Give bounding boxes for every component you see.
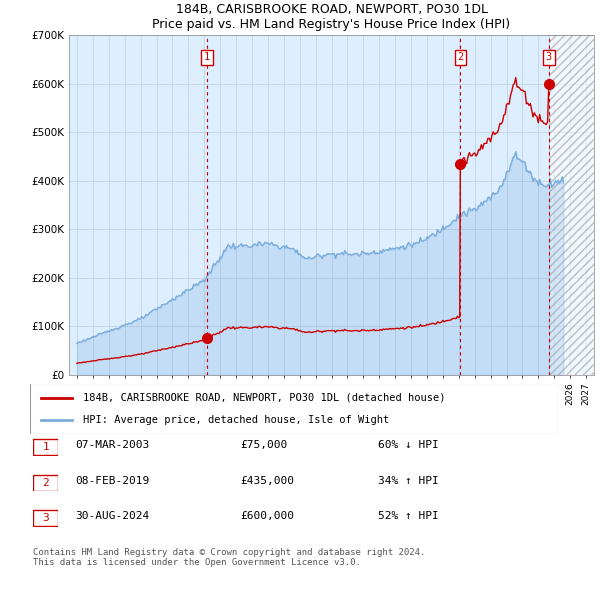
Text: 184B, CARISBROOKE ROAD, NEWPORT, PO30 1DL (detached house): 184B, CARISBROOKE ROAD, NEWPORT, PO30 1D… [83, 392, 445, 402]
Text: £600,000: £600,000 [240, 512, 294, 521]
Text: 30-AUG-2024: 30-AUG-2024 [75, 512, 149, 521]
Text: £75,000: £75,000 [240, 441, 287, 450]
Text: 34% ↑ HPI: 34% ↑ HPI [378, 476, 439, 486]
Bar [549, 35, 594, 375]
Text: 60% ↓ HPI: 60% ↓ HPI [378, 441, 439, 450]
Text: 3: 3 [42, 513, 49, 523]
Text: 3: 3 [545, 53, 552, 63]
Text: Contains HM Land Registry data © Crown copyright and database right 2024.
This d: Contains HM Land Registry data © Crown c… [33, 548, 425, 567]
FancyBboxPatch shape [33, 474, 58, 491]
FancyBboxPatch shape [33, 439, 58, 455]
FancyBboxPatch shape [33, 510, 58, 526]
Text: £435,000: £435,000 [240, 476, 294, 486]
Text: 52% ↑ HPI: 52% ↑ HPI [378, 512, 439, 521]
Bar [549, 35, 594, 375]
Text: HPI: Average price, detached house, Isle of Wight: HPI: Average price, detached house, Isle… [83, 415, 389, 425]
Text: 2: 2 [457, 53, 463, 63]
Text: 1: 1 [42, 442, 49, 452]
Text: 1: 1 [204, 53, 210, 63]
Text: 2: 2 [42, 478, 49, 487]
FancyBboxPatch shape [30, 384, 558, 434]
Text: 08-FEB-2019: 08-FEB-2019 [75, 476, 149, 486]
Title: 184B, CARISBROOKE ROAD, NEWPORT, PO30 1DL
Price paid vs. HM Land Registry's Hous: 184B, CARISBROOKE ROAD, NEWPORT, PO30 1D… [152, 4, 511, 31]
Text: 07-MAR-2003: 07-MAR-2003 [75, 441, 149, 450]
